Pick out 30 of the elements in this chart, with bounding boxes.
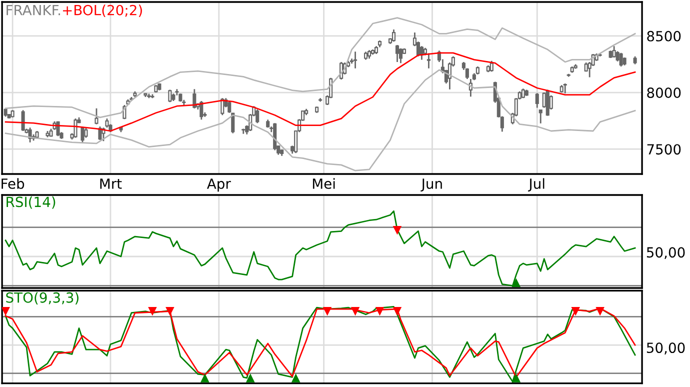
candlestick — [535, 92, 539, 108]
candlestick — [395, 44, 400, 63]
y-tick-label: 8000 — [647, 88, 681, 98]
candlestick — [220, 97, 224, 116]
x-tick-label: Mrt — [100, 178, 122, 189]
candlestick — [398, 48, 403, 64]
candlestick — [354, 50, 358, 70]
text: 50,00 — [646, 342, 685, 354]
text: 50,00 — [646, 247, 685, 260]
x-tick-label: Jun — [420, 178, 442, 192]
text: +BOL(20;2) — [62, 4, 142, 17]
candlestick — [538, 108, 542, 124]
x-tick-label: Jul — [528, 178, 544, 192]
candlestick — [563, 82, 567, 94]
candlestick — [392, 28, 396, 42]
series-label: STO(9,3,3) — [6, 292, 78, 304]
candlestick — [256, 108, 260, 124]
candlestick — [168, 89, 172, 103]
candlestick — [192, 88, 196, 110]
x-tick-label: Mei — [312, 178, 335, 189]
candlestick — [426, 52, 430, 70]
candlestick — [490, 60, 494, 72]
y-tick-label: 7500 — [647, 144, 681, 155]
candlestick — [619, 52, 623, 68]
chart-title: FRANKF. — [6, 5, 60, 16]
x-tick-label: Apr — [206, 178, 231, 192]
text: RSI(14) — [6, 196, 56, 209]
x-tick-label: Feb — [2, 178, 24, 189]
candlestick — [612, 45, 616, 58]
y-tick-label: 8500 — [647, 30, 681, 42]
